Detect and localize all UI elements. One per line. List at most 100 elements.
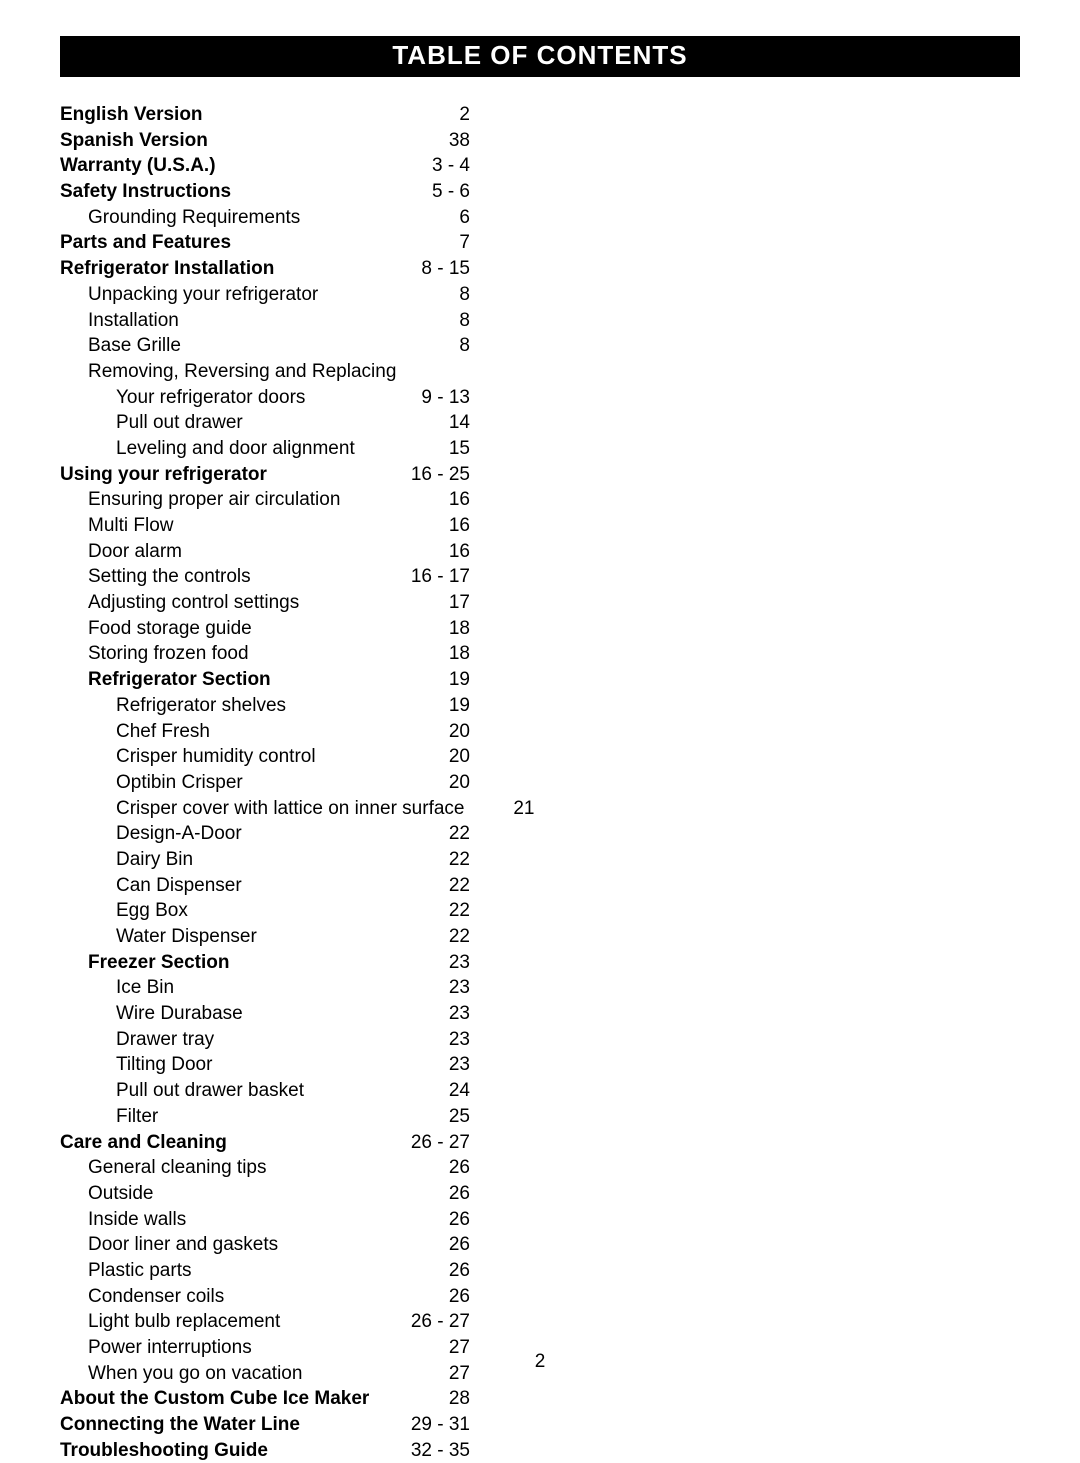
toc-label: Design-A-Door [60,822,400,847]
toc-label: Ensuring proper air circulation [60,488,400,513]
toc-label: Ice Bin [60,976,400,1001]
toc-page: 9 - 13 [400,386,470,411]
toc-row: Water Dispenser22 [60,925,470,950]
toc-row: Door liner and gaskets26 [60,1233,470,1258]
toc-row: Leveling and door alignment15 [60,437,470,462]
toc-page: 18 [400,642,470,667]
toc-page: 20 [400,720,470,745]
toc-page: 22 [400,848,470,873]
toc-page: 8 [400,309,470,334]
toc-page: 2 [400,103,470,128]
toc-page: 26 [400,1259,470,1284]
toc-label: Pull out drawer [60,411,400,436]
toc-page: 26 [400,1285,470,1310]
toc-row: Can Dispenser22 [60,874,470,899]
toc-label: Food storage guide [60,617,400,642]
toc-row: Design-A-Door22 [60,822,470,847]
toc-label: Outside [60,1182,400,1207]
toc-label: Safety Instructions [60,180,400,205]
toc-label: Using your refrigerator [60,463,400,488]
toc-page: 20 [400,771,470,796]
toc-row: Storing frozen food18 [60,642,470,667]
toc-page: 26 [400,1182,470,1207]
toc-label: Multi Flow [60,514,400,539]
toc-row: Multi Flow16 [60,514,470,539]
toc-label: Tilting Door [60,1053,400,1078]
toc-row: Removing, Reversing and Replacing [60,360,470,385]
toc-header: TABLE OF CONTENTS [60,36,1020,77]
toc-page: 29 - 31 [400,1413,470,1438]
toc-label: Water Dispenser [60,925,400,950]
toc-row: Unpacking your refrigerator8 [60,283,470,308]
toc-page: 8 - 15 [400,257,470,282]
toc-row: Installation8 [60,309,470,334]
toc-label: Freezer Section [60,951,400,976]
toc-row: Safety Instructions5 - 6 [60,180,470,205]
toc-page: 14 [400,411,470,436]
toc-row: Crisper humidity control20 [60,745,470,770]
toc-row: Ice Bin23 [60,976,470,1001]
toc-row: Using your refrigerator16 - 25 [60,463,470,488]
toc-page: 23 [400,976,470,1001]
table-of-contents: English Version2Spanish Version38Warrant… [60,103,1020,1463]
toc-row: Wire Durabase23 [60,1002,470,1027]
toc-label: Setting the controls [60,565,400,590]
toc-page: 19 [400,694,470,719]
toc-row: Optibin Crisper20 [60,771,470,796]
toc-page: 8 [400,334,470,359]
toc-page: 26 - 27 [400,1131,470,1156]
toc-page: 22 [400,822,470,847]
toc-row: Inside walls26 [60,1208,470,1233]
toc-row: Warranty (U.S.A.)3 - 4 [60,154,470,179]
toc-label: English Version [60,103,400,128]
toc-row: Pull out drawer basket24 [60,1079,470,1104]
toc-page: 18 [400,617,470,642]
toc-row: Egg Box22 [60,899,470,924]
toc-label: Can Dispenser [60,874,400,899]
toc-row: Grounding Requirements6 [60,206,470,231]
toc-page: 16 [400,488,470,513]
toc-label: Condenser coils [60,1285,400,1310]
toc-page: 22 [400,874,470,899]
toc-page: 16 - 25 [400,463,470,488]
toc-row: Refrigerator Section19 [60,668,470,693]
toc-page: 21 [464,797,534,822]
toc-page: 23 [400,1028,470,1053]
toc-label: Door alarm [60,540,400,565]
toc-row: Condenser coils26 [60,1285,470,1310]
toc-page: 17 [400,591,470,616]
toc-page: 16 [400,540,470,565]
toc-page: 7 [400,231,470,256]
toc-page: 25 [400,1105,470,1130]
toc-page [400,360,470,385]
toc-label: Adjusting control settings [60,591,400,616]
toc-label: About the Custom Cube Ice Maker [60,1387,400,1412]
toc-page: 26 [400,1233,470,1258]
toc-row: Pull out drawer14 [60,411,470,436]
toc-page: 26 [400,1156,470,1181]
toc-label: Dairy Bin [60,848,400,873]
toc-row: Plastic parts26 [60,1259,470,1284]
toc-label: Base Grille [60,334,400,359]
toc-row: Your refrigerator doors9 - 13 [60,386,470,411]
toc-label: Wire Durabase [60,1002,400,1027]
toc-label: Connecting the Water Line [60,1413,400,1438]
toc-label: Filter [60,1105,400,1130]
toc-label: Crisper cover with lattice on inner surf… [60,797,464,822]
toc-label: Pull out drawer basket [60,1079,400,1104]
toc-label: Drawer tray [60,1028,400,1053]
toc-page: 26 [400,1208,470,1233]
toc-label: Refrigerator Section [60,668,400,693]
toc-page: 28 [400,1387,470,1412]
toc-row: Freezer Section23 [60,951,470,976]
toc-label: Removing, Reversing and Replacing [60,360,400,385]
toc-row: Parts and Features7 [60,231,470,256]
toc-row: Chef Fresh20 [60,720,470,745]
toc-label: Troubleshooting Guide [60,1439,400,1463]
toc-label: Parts and Features [60,231,400,256]
toc-page: 23 [400,1002,470,1027]
toc-label: Care and Cleaning [60,1131,400,1156]
toc-row: Troubleshooting Guide32 - 35 [60,1439,470,1463]
toc-row: Tilting Door23 [60,1053,470,1078]
toc-page: 22 [400,925,470,950]
